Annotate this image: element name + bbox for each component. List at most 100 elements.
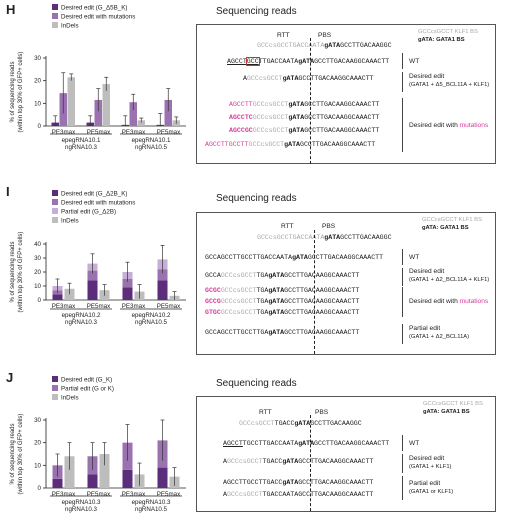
legend-label: InDels — [61, 23, 79, 30]
rtt-label-i: RTT — [281, 223, 294, 230]
x-tick-label: PE5max — [157, 129, 181, 136]
panel-letter-h: H — [6, 2, 16, 17]
seq-row-i-mut3: GTGCGCCcsGCCTTGAgATAGCCTTGACAAGGCAAACTT — [205, 309, 360, 316]
group-label: ngRNA10.3 — [65, 506, 98, 513]
klf1-bs-legend-i: GCCcsGCCT KLF1 BS — [422, 217, 482, 223]
seq-row-j-wt: AGCCTTGCCTTGACCAATAgATAGCCTTGACAAGGCAAAC… — [223, 440, 390, 447]
bar — [157, 467, 168, 488]
label-j-desired: Desired edit — [409, 455, 445, 462]
group-label: epegRNA10.1 — [132, 137, 171, 144]
seq-row-h-mut4: AGCCTTGCCTTGCCcsGCCTgATAGCCTTGACAAGGCAAA… — [205, 141, 376, 148]
bar — [122, 469, 133, 488]
pbs-label-h: PBS — [318, 32, 332, 39]
legend-swatch — [52, 385, 58, 391]
y-tick-label: 0 — [38, 297, 42, 304]
cut-line-h — [310, 38, 311, 164]
bar — [87, 270, 98, 281]
klf1-bs-legend-h: GCCcsGCCT KLF1 BS — [418, 29, 478, 35]
x-tick-label: PE3max — [52, 129, 76, 136]
label-i-desired: Desired edit — [409, 268, 445, 275]
label-h-mut: Desired edit with mutations — [409, 122, 489, 129]
y-tick-label: 30 — [34, 255, 41, 262]
label-j-partial: Partial edit — [409, 480, 441, 487]
cut-line-i — [314, 230, 315, 354]
cut-line-j — [310, 415, 311, 511]
seq-title-j: Sequencing reads — [216, 378, 297, 389]
seq-row-j-desired: AGCCcsGCCTTGACCgATAGCCTTGACAAGGCAAACTT — [223, 458, 374, 465]
legend-swatch — [52, 4, 58, 10]
label-i-partial-detail: (GATA1 + Δ2_BCL11A) — [409, 334, 470, 340]
y-tick-label: 40 — [34, 241, 41, 248]
bar — [157, 280, 168, 300]
ref-seq-j: GCCcsGCCTTGACCgATAGCCTTGACAAGGC — [239, 420, 362, 427]
y-axis-label: (within top 30% of GFP+ cells) — [18, 414, 24, 495]
y-tick-label: 20 — [34, 78, 41, 85]
bar — [129, 102, 137, 126]
gata1-bs-legend-h: gATA: GATA1 BS — [418, 37, 465, 43]
legend-swatch — [52, 13, 58, 19]
y-tick-label: 0 — [38, 485, 42, 492]
y-axis-label: (within top 30% of GFP+ cells) — [18, 232, 24, 313]
panel-letter-i: I — [6, 184, 10, 199]
legend-label: InDels — [61, 395, 79, 402]
bar — [87, 280, 98, 300]
legend-label: Desired edit with mutations — [61, 200, 135, 207]
seq-row-j-partial2: AGCCcsGCCTTGACCAATAGCCTTGACAAGGCAAACTT — [223, 491, 374, 498]
rtt-label-j: RTT — [259, 409, 272, 416]
bar — [102, 84, 110, 126]
y-tick-label: 10 — [34, 100, 41, 107]
legend-swatch — [52, 22, 58, 28]
label-i-partial: Partial edit — [409, 325, 441, 332]
y-tick-label: 10 — [34, 283, 41, 290]
bar — [87, 474, 98, 488]
pbs-label-j: PBS — [315, 409, 329, 416]
seq-row-h-mut3: AGCCGCGCCcsGCCTgATAGCCTTGACAAGGCAAACTT — [229, 127, 380, 134]
x-tick-label: PE3max — [52, 303, 76, 310]
x-tick-label: PE5max — [87, 491, 111, 498]
y-tick-label: 0 — [38, 123, 42, 130]
bar — [99, 454, 110, 488]
bar — [137, 120, 145, 126]
group-label: epegRNA10.3 — [62, 499, 101, 506]
seq-box-i: RTT PBS GCCcsGCCT KLF1 BS gATA: GATA1 BS… — [196, 212, 496, 355]
legend-label: Desired edit (G_K) — [61, 377, 112, 384]
x-tick-label: PE5max — [87, 129, 111, 136]
group-label: ngRNA10.5 — [135, 319, 168, 326]
y-tick-label: 10 — [34, 462, 41, 469]
seq-row-i-desired: GCCAGCCcsGCCTTGAgATAGCCTTGACAAGGCAAACTT — [205, 272, 360, 279]
seq-title-h: Sequencing reads — [216, 6, 297, 17]
label-i-wt: WT — [409, 254, 420, 261]
label-j-desired-detail: (GATA1 + KLF1) — [409, 464, 452, 470]
legend-label: Desired edit (G_Δ5B_K) — [61, 5, 127, 12]
gata1-bs-legend-i: gATA: GATA1 BS — [422, 225, 469, 231]
legend-swatch — [52, 199, 58, 205]
label-h-desired: Desired edit — [409, 73, 445, 80]
x-tick-label: PE3max — [122, 303, 146, 310]
legend-label: Partial edit (G or K) — [61, 386, 114, 393]
group-label: ngRNA10.5 — [135, 144, 168, 151]
seq-row-h-mut2: AGCCTCGCCcsGCCTgATAGCCTTGACAAGGCAAACTT — [229, 114, 380, 121]
seq-row-i-partial: GCCAGCCTTGCCTTGAgATAGCCTTGACAAGGCAAACTT — [205, 329, 360, 336]
legend-label: Partial edit (G_Δ2B) — [61, 209, 116, 216]
ref-seq-h: GCCcsGCCTGACCAATAgATAGCCTTGACAAGGC — [257, 42, 392, 49]
y-axis-label: % of sequencing reads — [10, 61, 16, 122]
ref-seq-i: GCCcsGCCTGACCAATAgATAGCCTTGACAAGGC — [257, 234, 392, 241]
x-tick-label: PE5max — [157, 303, 181, 310]
bar — [64, 456, 75, 488]
seq-row-j-partial1: AGCCTTGCCTTGACCgATAGCCTTGACAAGGCAAACTT — [223, 479, 374, 486]
label-j-wt: WT — [409, 440, 420, 447]
y-tick-label: 30 — [34, 55, 41, 62]
seq-row-h-wt: AGCCTGCCTTGACCAATAgATAGCCTTGACAAGGCAAACT… — [227, 57, 390, 66]
label-i-mut: Desired edit with mutations — [409, 298, 489, 305]
bar — [94, 99, 102, 126]
legend-swatch — [52, 376, 58, 382]
bar — [52, 294, 63, 300]
panel-letter-j: J — [6, 370, 14, 385]
x-tick-label: PE5max — [157, 491, 181, 498]
seq-row-i-mut1: GCGCGCCcsGCCTTGAgATAGCCTTGACAAGGCAAACTT — [205, 287, 360, 294]
y-axis-label: % of sequencing reads — [10, 423, 16, 484]
label-j-partial-detail: (GATA1 or KLF1) — [409, 489, 454, 495]
bar — [52, 478, 63, 488]
group-label: ngRNA10.5 — [135, 506, 168, 513]
bar — [67, 77, 75, 126]
